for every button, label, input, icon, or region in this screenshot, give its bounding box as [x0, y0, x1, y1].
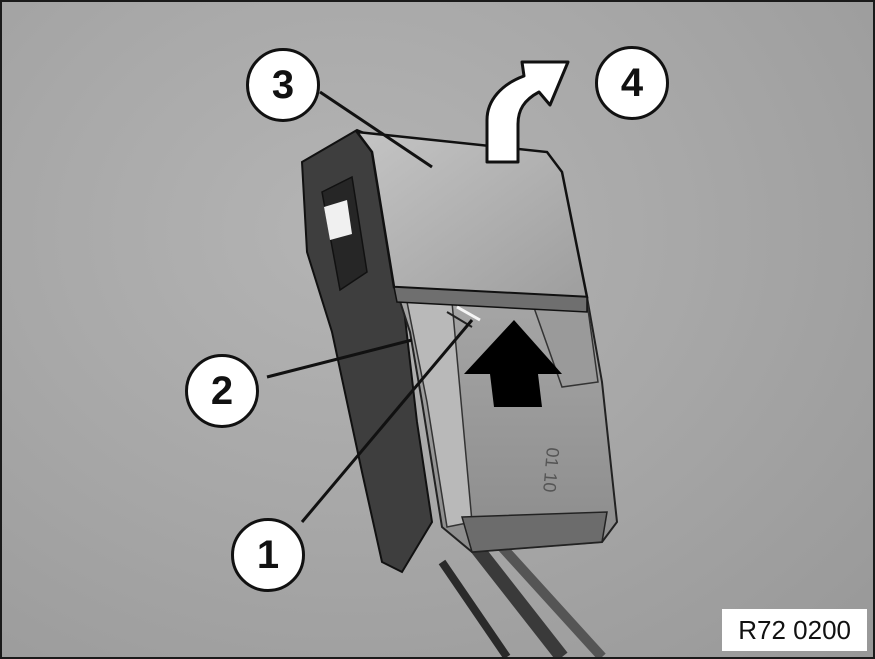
- lift-arrow-icon: [485, 60, 570, 164]
- leader-line-2: [266, 338, 413, 379]
- cables: [438, 537, 606, 657]
- push-arrow-icon: [464, 320, 562, 407]
- connector-cover: [354, 130, 589, 299]
- leader-line-1: [300, 319, 474, 523]
- figure-reference-code: R72 0200: [722, 609, 867, 651]
- leader-line-3: [319, 90, 433, 169]
- callout-2: 2: [185, 354, 259, 428]
- callout-1: 1: [231, 518, 305, 592]
- callout-4: 4: [595, 46, 669, 120]
- callout-3: 3: [246, 48, 320, 122]
- part-marking: 01 10: [539, 447, 563, 494]
